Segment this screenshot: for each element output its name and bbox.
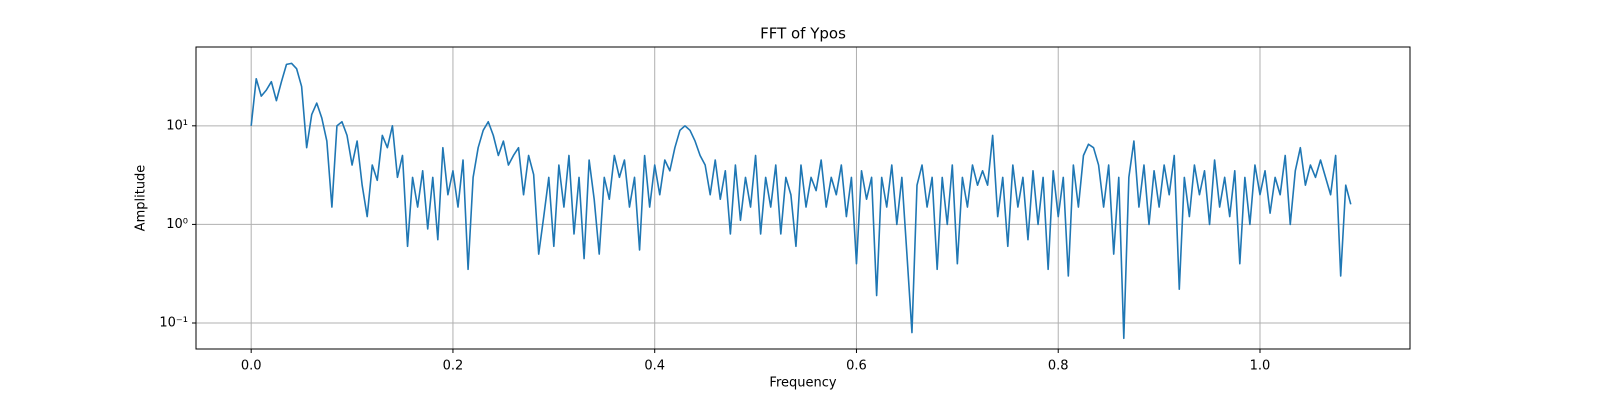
x-axis-label: Frequency bbox=[769, 376, 836, 391]
data-line bbox=[250, 62, 1352, 340]
chart-title: FFT of Ypos bbox=[760, 25, 846, 43]
x-tick-label: 1.0 bbox=[1250, 359, 1271, 374]
x-tick-label: 0.6 bbox=[846, 359, 867, 374]
y-tick-label: 10¹ bbox=[166, 118, 188, 133]
x-tick-label: 0.4 bbox=[644, 359, 665, 374]
y-tick-label: 10⁰ bbox=[166, 217, 188, 232]
x-tick-label: 0.0 bbox=[241, 359, 262, 374]
y-tick-label: 10⁻¹ bbox=[159, 316, 188, 331]
y-axis-label: Amplitude bbox=[134, 165, 149, 232]
x-tick-label: 0.2 bbox=[443, 359, 464, 374]
plot-frame bbox=[195, 46, 1411, 350]
x-tick-label: 0.8 bbox=[1048, 359, 1069, 374]
